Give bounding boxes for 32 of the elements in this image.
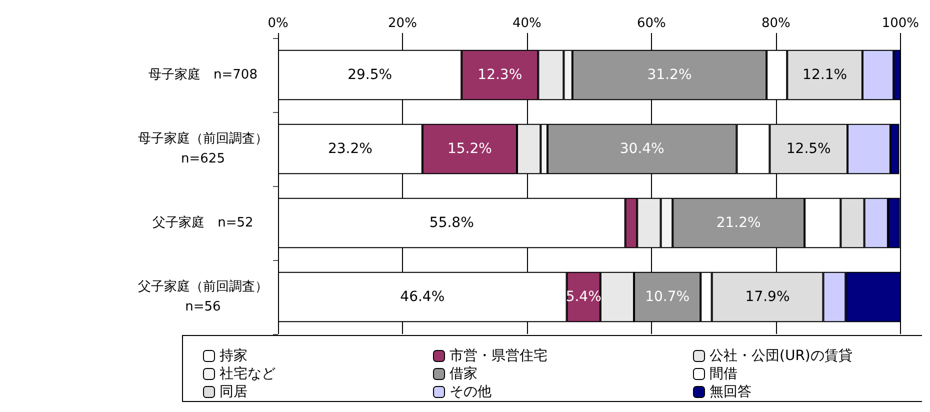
- legend-label: 同居: [220, 384, 248, 400]
- y-tick-label: 父子家庭（前回調査） n=56: [138, 278, 268, 314]
- x-tick-label: 100%: [882, 16, 920, 31]
- x-tick-label: 80%: [761, 16, 790, 31]
- legend-label: 社宅など: [220, 366, 276, 382]
- legend-label: 無回答: [710, 384, 752, 400]
- x-tick-label: 60%: [636, 16, 666, 31]
- x-tick-label: 40%: [512, 16, 542, 31]
- data-label: 12.3%: [478, 67, 522, 83]
- legend-label: 借家: [450, 366, 478, 382]
- legend-label: 公社・公団(UR)の賃貸: [710, 348, 852, 364]
- legend-label: 市営・県営住宅: [450, 348, 548, 364]
- y-tick-label: 父子家庭 n=52: [152, 214, 254, 230]
- data-label: 10.7%: [645, 289, 690, 305]
- data-label: 21.2%: [716, 215, 761, 231]
- data-label: 17.9%: [745, 289, 790, 305]
- legend-label: その他: [450, 384, 492, 400]
- data-label: 23.2%: [328, 141, 372, 157]
- data-label: 30.4%: [620, 141, 664, 157]
- data-label: 46.4%: [400, 289, 445, 305]
- data-label: 15.2%: [447, 141, 492, 157]
- legend-label: 間借: [710, 366, 738, 382]
- data-label: 31.2%: [647, 67, 692, 83]
- y-tick-label: 母子家庭 n=708: [148, 66, 258, 82]
- x-tick-label: 20%: [388, 16, 417, 31]
- data-label: 55.8%: [429, 215, 474, 231]
- data-label: 12.1%: [802, 67, 848, 83]
- x-tick-label: 0%: [268, 16, 288, 31]
- data-label: 12.5%: [786, 141, 831, 157]
- y-tick-label: 母子家庭（前回調査） n=625: [138, 130, 268, 166]
- legend-label: 持家: [220, 348, 248, 364]
- data-label: 29.5%: [348, 67, 392, 83]
